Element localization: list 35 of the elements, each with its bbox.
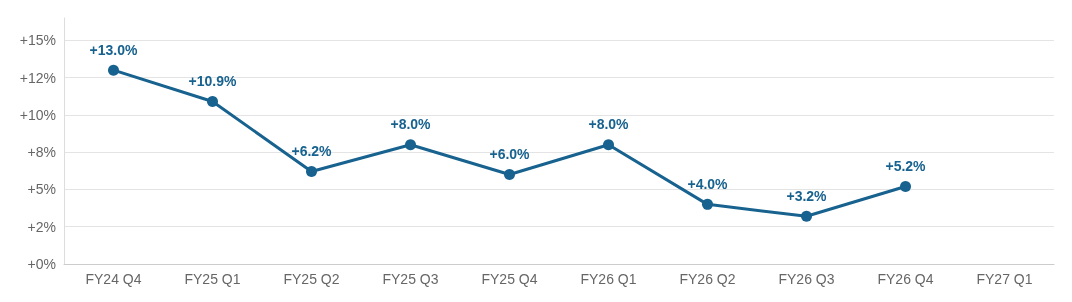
x-tick-label: FY26 Q2 [679,271,736,287]
point [504,169,515,181]
x-tick-label: FY26 Q4 [877,271,934,287]
y-tick-label: +2% [27,218,56,235]
point [603,139,614,151]
x-tick-label: FY25 Q3 [382,271,439,287]
point [900,180,911,192]
data-label: +10.9% [188,72,237,89]
point [405,139,416,151]
data-label: +4.0% [687,175,729,192]
point [702,198,713,210]
x-tick-label: FY26 Q3 [778,271,835,287]
y-tick-label: +8% [27,144,56,161]
x-tick-label: FY25 Q2 [283,271,340,287]
y-tick-label: +10% [19,106,56,123]
data-label: +6.2% [291,143,333,160]
y-tick-label: +0% [27,256,56,272]
x-tick-label: FY25 Q4 [481,271,538,287]
data-label: +5.2% [885,157,927,174]
point [108,64,119,76]
data-label: +8.0% [588,116,630,133]
data-label: +8.0% [390,116,432,133]
point [207,95,218,107]
data-label: +6.0% [489,146,531,163]
point [801,210,812,222]
y-tick-label: +5% [27,181,56,198]
data-label: +3.2% [786,187,828,204]
x-tick-label: FY24 Q4 [85,271,142,287]
x-tick-label: FY26 Q1 [580,271,637,287]
x-tick-label: FY25 Q1 [184,271,241,287]
data-label: +13.0% [89,41,138,58]
y-tick-label: +12% [19,69,56,86]
point [306,166,317,178]
y-tick-label: +15% [19,32,56,49]
x-tick-label: FY27 Q1 [976,271,1033,287]
